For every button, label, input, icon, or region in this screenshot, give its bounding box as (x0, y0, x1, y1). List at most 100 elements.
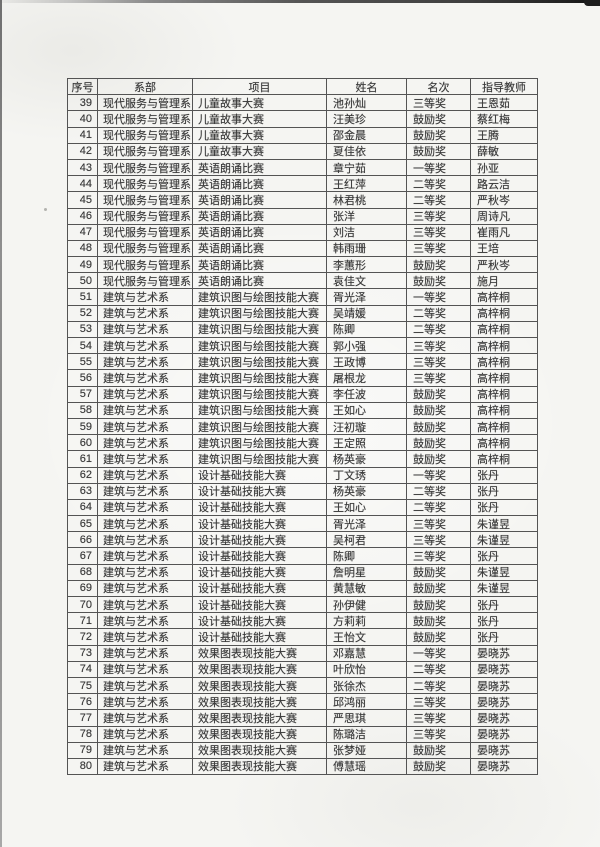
cell-teacher: 张丹 (471, 629, 538, 645)
cell-teacher: 高梓桐 (471, 338, 538, 354)
cell-name: 王政博 (327, 354, 407, 370)
cell-department: 建筑与艺术系 (98, 613, 193, 629)
cell-project: 建筑识图与绘图技能大赛 (193, 370, 327, 386)
cell-project: 建筑识图与绘图技能大赛 (193, 386, 327, 402)
cell-rank: 鼓励奖 (407, 402, 471, 418)
cell-department: 建筑与艺术系 (98, 694, 193, 710)
cell-rank: 鼓励奖 (407, 564, 471, 580)
cell-index: 53 (68, 321, 98, 337)
cell-name: 严思琪 (327, 710, 407, 726)
cell-project: 设计基础技能大赛 (193, 613, 327, 629)
table-row: 66 建筑与艺术系 设计基础技能大赛 吴柯君 三等奖 朱谨昱 (68, 532, 538, 549)
cell-teacher: 张丹 (471, 483, 538, 499)
cell-rank: 二等奖 (407, 499, 471, 516)
table-row: 49 现代服务与管理系 英语朗诵比赛 李蕙形 鼓励奖 严秋岑 (68, 257, 538, 274)
cell-teacher: 晏晓苏 (471, 694, 538, 710)
cell-rank: 鼓励奖 (407, 597, 471, 613)
cell-department: 现代服务与管理系 (98, 224, 193, 240)
cell-name: 汪初璇 (327, 418, 407, 435)
cell-project: 建筑识图与绘图技能大赛 (193, 305, 327, 321)
cell-project: 设计基础技能大赛 (193, 629, 327, 645)
cell-teacher: 张丹 (471, 613, 538, 629)
cell-teacher: 高梓桐 (471, 386, 538, 402)
table-row: 50 现代服务与管理系 英语朗诵比赛 袁佳文 鼓励奖 施月 (68, 273, 538, 290)
cell-project: 建筑识图与绘图技能大赛 (193, 435, 327, 451)
cell-department: 建筑与艺术系 (98, 548, 193, 564)
cell-name: 胥光泽 (327, 516, 407, 532)
scan-artifact-left-edge (0, 0, 2, 847)
table-row: 41 现代服务与管理系 儿童故事大赛 邵金晨 鼓励奖 王腾 (68, 127, 538, 144)
cell-rank: 三等奖 (407, 208, 471, 224)
cell-rank: 鼓励奖 (407, 111, 471, 127)
cell-project: 英语朗诵比赛 (193, 208, 327, 224)
cell-rank: 鼓励奖 (407, 758, 471, 775)
scan-artifact-speck (44, 208, 47, 211)
cell-department: 现代服务与管理系 (98, 176, 193, 192)
cell-rank: 鼓励奖 (407, 451, 471, 467)
table-row: 47 现代服务与管理系 英语朗诵比赛 刘洁 三等奖 崔雨凡 (68, 224, 538, 241)
cell-department: 现代服务与管理系 (98, 273, 193, 289)
table-row: 72 建筑与艺术系 设计基础技能大赛 王怡文 鼓励奖 张丹 (68, 629, 538, 646)
cell-rank: 鼓励奖 (407, 143, 471, 159)
cell-teacher: 晏晓苏 (471, 710, 538, 726)
cell-teacher: 王恩茹 (471, 95, 538, 111)
cell-project: 效果图表现技能大赛 (193, 645, 327, 661)
cell-name: 屠根龙 (327, 370, 407, 386)
cell-teacher: 孙亚 (471, 159, 538, 176)
table-row: 60 建筑与艺术系 建筑识图与绘图技能大赛 王定照 鼓励奖 高梓桐 (68, 435, 538, 452)
table-row: 55 建筑与艺术系 建筑识图与绘图技能大赛 王政博 三等奖 高梓桐 (68, 354, 538, 371)
cell-department: 现代服务与管理系 (98, 192, 193, 208)
cell-department: 现代服务与管理系 (98, 143, 193, 159)
cell-project: 效果图表现技能大赛 (193, 677, 327, 694)
cell-teacher: 晏晓苏 (471, 677, 538, 694)
cell-index: 41 (68, 127, 98, 143)
cell-index: 52 (68, 305, 98, 321)
column-header-project: 项目 (193, 79, 327, 95)
table-row: 45 现代服务与管理系 英语朗诵比赛 林君桃 二等奖 严秋岑 (68, 192, 538, 209)
cell-name: 叶欣怡 (327, 661, 407, 677)
table-row: 44 现代服务与管理系 英语朗诵比赛 王红萍 二等奖 路云洁 (68, 176, 538, 193)
column-header-rank: 名次 (407, 79, 471, 95)
cell-teacher: 张丹 (471, 499, 538, 516)
cell-teacher: 严秋岑 (471, 192, 538, 208)
cell-rank: 三等奖 (407, 240, 471, 257)
cell-index: 50 (68, 273, 98, 289)
cell-teacher: 高梓桐 (471, 370, 538, 386)
cell-project: 儿童故事大赛 (193, 127, 327, 143)
cell-department: 建筑与艺术系 (98, 435, 193, 451)
cell-index: 76 (68, 694, 98, 710)
table-row: 65 建筑与艺术系 设计基础技能大赛 胥光泽 三等奖 朱谨昱 (68, 516, 538, 533)
table-row: 70 建筑与艺术系 设计基础技能大赛 孙伊健 鼓励奖 张丹 (68, 597, 538, 614)
cell-name: 邱鸿丽 (327, 694, 407, 710)
cell-name: 陈卿 (327, 321, 407, 337)
cell-department: 建筑与艺术系 (98, 370, 193, 386)
cell-index: 66 (68, 532, 98, 548)
cell-index: 55 (68, 354, 98, 370)
cell-name: 王红萍 (327, 176, 407, 192)
cell-name: 傅慧瑶 (327, 758, 407, 775)
cell-index: 67 (68, 548, 98, 564)
cell-teacher: 高梓桐 (471, 402, 538, 418)
cell-rank: 鼓励奖 (407, 435, 471, 451)
table-row: 56 建筑与艺术系 建筑识图与绘图技能大赛 屠根龙 三等奖 高梓桐 (68, 370, 538, 387)
cell-index: 74 (68, 661, 98, 677)
cell-name: 李任波 (327, 386, 407, 402)
table-row: 79 建筑与艺术系 效果图表现技能大赛 张梦娅 鼓励奖 晏晓苏 (68, 742, 538, 759)
table-row: 67 建筑与艺术系 设计基础技能大赛 陈卿 三等奖 张丹 (68, 548, 538, 565)
cell-project: 设计基础技能大赛 (193, 597, 327, 613)
cell-rank: 三等奖 (407, 338, 471, 354)
cell-teacher: 高梓桐 (471, 354, 538, 370)
cell-project: 建筑识图与绘图技能大赛 (193, 402, 327, 418)
cell-teacher: 晏晓苏 (471, 661, 538, 677)
cell-project: 儿童故事大赛 (193, 111, 327, 127)
cell-rank: 一等奖 (407, 467, 471, 483)
table-row: 48 现代服务与管理系 英语朗诵比赛 韩雨珊 三等奖 王培 (68, 240, 538, 258)
cell-project: 设计基础技能大赛 (193, 580, 327, 596)
cell-department: 建筑与艺术系 (98, 338, 193, 354)
cell-name: 孙伊健 (327, 597, 407, 613)
cell-teacher: 晏晓苏 (471, 758, 538, 775)
cell-index: 39 (68, 95, 98, 111)
cell-teacher: 张丹 (471, 467, 538, 483)
cell-project: 建筑识图与绘图技能大赛 (193, 338, 327, 354)
cell-rank: 鼓励奖 (407, 386, 471, 402)
